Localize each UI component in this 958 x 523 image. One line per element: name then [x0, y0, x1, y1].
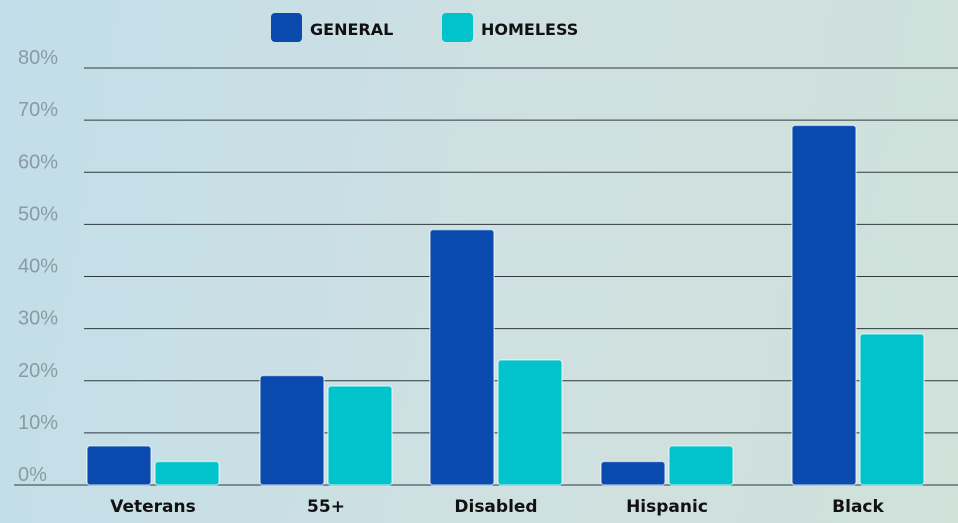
y-tick-label: 40%	[18, 256, 58, 278]
bar-homeless-black	[859, 333, 925, 486]
bar-general-55	[259, 374, 325, 486]
bars	[86, 124, 925, 486]
y-tick-label: 70%	[18, 99, 58, 121]
y-axis-ticks: 0% 10% 20% 30% 40% 50% 60% 70% 80%	[18, 47, 58, 486]
bar-general-veterans	[86, 445, 152, 486]
bar-homeless-55	[327, 385, 393, 486]
x-category-label: 55+	[307, 497, 345, 517]
x-category-label: Black	[832, 497, 884, 517]
legend-label-general: GENERAL	[310, 20, 393, 39]
y-tick-label: 50%	[18, 203, 58, 225]
legend-label-homeless: HOMELESS	[481, 20, 578, 39]
bar-homeless-veterans	[154, 460, 220, 486]
bar-general-hispanic	[600, 460, 666, 486]
legend-swatch-general	[271, 13, 302, 42]
legend-swatch-homeless	[442, 13, 473, 42]
legend: GENERAL HOMELESS	[271, 13, 578, 42]
x-category-label: Veterans	[110, 497, 196, 517]
grid-lines	[14, 67, 958, 486]
x-category-label: Disabled	[454, 497, 537, 517]
y-tick-label: 30%	[18, 308, 58, 330]
bar-general-black	[791, 124, 857, 486]
x-category-label: Hispanic	[626, 497, 708, 517]
x-axis-categories: Veterans 55+ Disabled Hispanic Black	[110, 497, 884, 517]
y-tick-label: 10%	[18, 412, 58, 434]
bar-homeless-disabled	[497, 359, 563, 486]
bar-homeless-hispanic	[668, 445, 734, 486]
bar-general-disabled	[429, 228, 495, 486]
y-tick-label: 60%	[18, 151, 58, 173]
y-tick-label: 80%	[18, 47, 58, 69]
y-tick-label: 0%	[18, 464, 47, 486]
y-tick-label: 20%	[18, 360, 58, 382]
